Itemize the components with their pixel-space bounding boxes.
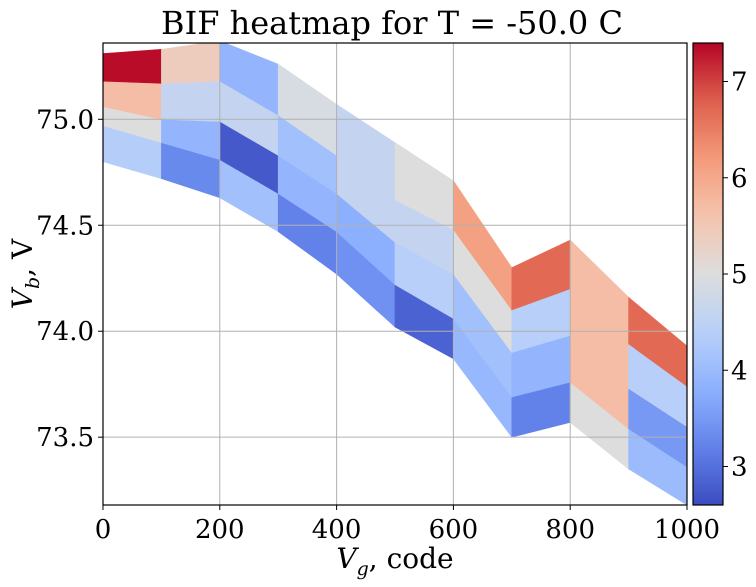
y-tick-label: 73.5 [36,423,94,453]
x-axis-label: Vg, code [336,542,453,580]
colorbar-tick-label: 6 [731,164,748,194]
x-tick-label: 200 [195,515,245,545]
x-tick-label: 0 [95,515,112,545]
heatmap-cell [628,387,687,468]
colorbar-ticks: 3 4 5 6 7 [723,68,748,483]
colorbar-tick-label: 4 [731,356,748,386]
heatmap-cell [628,343,687,427]
colorbar: 3 4 5 6 7 [692,42,748,506]
x-axis-ticks: 0 200 400 600 800 1000 [95,505,720,545]
y-axis-label: Vb, V [6,238,44,309]
heatmap-cell [103,49,162,84]
x-tick-label: 600 [429,515,479,545]
y-axis-ticks: 73.5 74.0 74.5 75.0 [36,105,103,453]
plot-area [102,42,688,506]
heatmap-cell [161,43,221,84]
colorbar-tick-label: 5 [731,260,748,290]
y-tick-label: 74.5 [36,211,94,241]
y-tick-label: 74.0 [36,317,94,347]
heatmap-cell [628,296,687,387]
x-tick-label: 400 [312,515,362,545]
colorbar-tick-label: 3 [731,453,748,483]
heatmap-cell [161,80,221,122]
colorbar-gradient [692,42,724,506]
chart-title: BIF heatmap for T = -50.0 C [161,4,623,42]
colorbar-tick-label: 7 [731,68,748,98]
y-tick-label: 75.0 [36,105,94,135]
x-tick-label: 800 [545,515,595,545]
plot-frame [102,42,688,506]
x-tick-label: 1000 [654,515,720,545]
heatmap-cell [628,428,687,505]
heatmap-cells [103,43,687,505]
